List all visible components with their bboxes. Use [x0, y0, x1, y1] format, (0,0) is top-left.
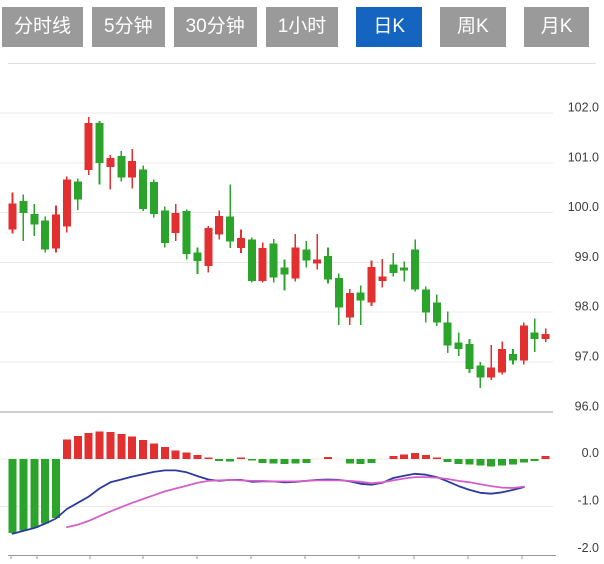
candle — [182, 209, 191, 260]
svg-text:100.0: 100.0 — [568, 200, 599, 214]
candle — [226, 184, 235, 248]
tab-5min[interactable]: 5分钟 — [92, 7, 165, 47]
candle — [149, 179, 158, 218]
svg-text:-1.0: -1.0 — [577, 494, 599, 508]
candle — [258, 242, 267, 283]
candle — [508, 349, 517, 365]
svg-text:96.0: 96.0 — [575, 399, 599, 413]
candle — [73, 178, 82, 211]
svg-text:102.0: 102.0 — [568, 101, 599, 115]
candle — [291, 234, 300, 282]
svg-text:98.0: 98.0 — [575, 300, 599, 314]
candle — [117, 150, 126, 182]
candle — [280, 259, 289, 291]
candle — [30, 204, 39, 237]
tab-timeline[interactable]: 分时线 — [2, 7, 84, 47]
candle — [498, 341, 507, 375]
svg-text:101.0: 101.0 — [568, 150, 599, 164]
candle — [530, 318, 539, 353]
tab-1hour[interactable]: 1小时 — [265, 7, 339, 47]
price-axis-labels: 102.0 101.0 100.0 99.0 98.0 97.0 96.0 — [568, 101, 599, 414]
x-axis — [8, 554, 556, 559]
candle — [52, 205, 61, 253]
candlestick-series — [8, 116, 550, 388]
candle — [215, 210, 224, 240]
candle — [400, 261, 409, 282]
chart-area[interactable]: 102.0 101.0 100.0 99.0 98.0 97.0 96.0 0.0 -1.0 -2… — [0, 60, 604, 559]
candle — [84, 116, 93, 175]
candle — [139, 165, 148, 212]
candle — [356, 285, 365, 326]
candle — [378, 258, 387, 288]
candle — [8, 192, 17, 234]
candle — [193, 247, 202, 274]
tab-monthly-k[interactable]: 月K — [523, 7, 590, 47]
candle — [269, 238, 278, 283]
candle — [19, 194, 28, 241]
candle — [454, 332, 463, 357]
candle — [411, 239, 420, 292]
tab-30min[interactable]: 30分钟 — [173, 7, 257, 47]
candle — [95, 120, 104, 185]
candle — [541, 328, 550, 343]
candle — [487, 345, 496, 380]
macd-dea-line — [66, 476, 525, 528]
candle — [476, 362, 485, 388]
macd-axis-labels: 0.0 -1.0 -2.0 — [577, 446, 599, 555]
candle — [421, 286, 430, 323]
candle — [106, 154, 115, 190]
candle — [128, 148, 137, 189]
candle — [367, 260, 376, 307]
tab-weekly-k[interactable]: 周K — [440, 7, 506, 47]
candle — [160, 206, 169, 248]
svg-text:0.0: 0.0 — [582, 446, 599, 460]
svg-text:97.0: 97.0 — [575, 350, 599, 364]
candle — [247, 237, 256, 283]
candle — [324, 247, 333, 284]
svg-text:-2.0: -2.0 — [577, 541, 599, 555]
candle — [465, 339, 474, 373]
tab-daily-k[interactable]: 日K — [356, 7, 422, 47]
candle — [171, 204, 180, 241]
candle — [41, 216, 50, 253]
candle — [62, 176, 71, 233]
svg-text:99.0: 99.0 — [575, 250, 599, 264]
candle — [313, 234, 322, 270]
kline-chart-canvas[interactable]: 102.0 101.0 100.0 99.0 98.0 97.0 96.0 0.0 -1.0 -2… — [0, 60, 604, 559]
candle — [519, 322, 528, 365]
macd-dif-line — [11, 469, 525, 535]
candle — [443, 311, 452, 354]
candle — [345, 288, 354, 326]
period-tabbar: 分时线 5分钟 30分钟 1小时 日K 周K 月K — [0, 0, 604, 47]
candle — [334, 273, 343, 326]
candle — [389, 252, 398, 277]
candle — [302, 240, 311, 268]
candle — [204, 226, 213, 273]
macd-histogram — [8, 431, 550, 533]
candle — [432, 294, 441, 327]
candle — [236, 229, 245, 253]
